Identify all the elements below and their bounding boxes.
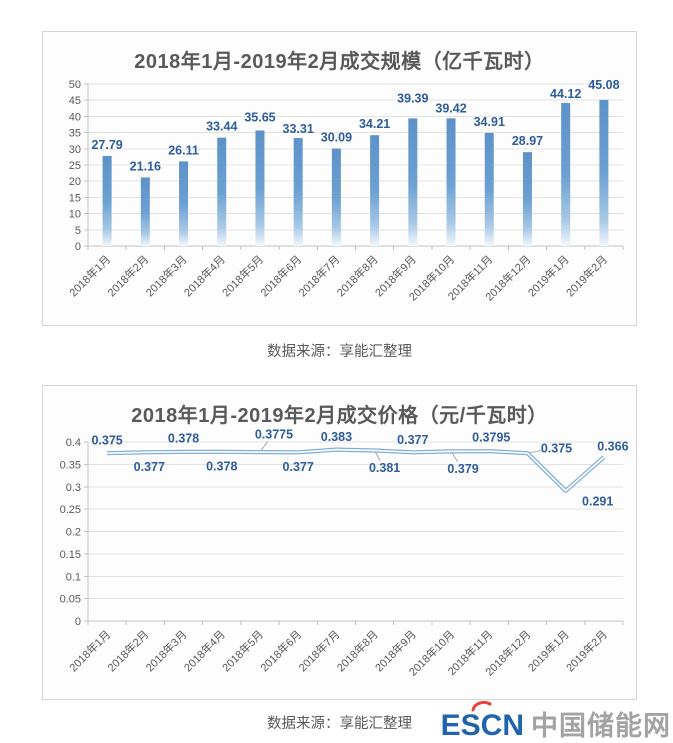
svg-text:0.378: 0.378 [206, 459, 237, 473]
svg-text:34.91: 34.91 [474, 115, 505, 129]
svg-text:0.377: 0.377 [134, 460, 165, 474]
svg-text:0.4: 0.4 [66, 437, 81, 449]
svg-text:0.379: 0.379 [447, 462, 478, 476]
svg-text:33.31: 33.31 [283, 122, 314, 136]
svg-text:0.383: 0.383 [321, 430, 352, 444]
svg-text:0.15: 0.15 [60, 549, 81, 561]
svg-text:39.42: 39.42 [435, 101, 466, 115]
svg-text:45: 45 [69, 95, 81, 107]
price-line-chart: 00.050.10.150.20.250.30.350.42018年1月2018… [60, 428, 629, 679]
escn-logo: ESCN 中国储能网 [440, 701, 671, 743]
svg-text:0.2: 0.2 [66, 527, 81, 539]
svg-text:0.377: 0.377 [283, 460, 314, 474]
svg-text:35: 35 [69, 128, 81, 140]
svg-text:28.97: 28.97 [512, 134, 543, 148]
svg-text:44.12: 44.12 [550, 87, 581, 101]
price-chart-title: 2018年1月-2019年2月成交价格（元/千瓦时） [131, 405, 548, 427]
svg-text:0.366: 0.366 [597, 440, 628, 454]
svg-text:33.44: 33.44 [206, 120, 237, 134]
svg-text:0.25: 0.25 [60, 504, 81, 516]
svg-text:30: 30 [69, 144, 81, 156]
escn-logo-red-swoosh-icon [471, 701, 492, 712]
price-chart-panel: 2018年1月-2019年2月成交价格（元/千瓦时） 0 0.05 0.1 0.15 0… [42, 385, 637, 700]
svg-text:30.09: 30.09 [321, 131, 352, 145]
svg-text:0: 0 [75, 616, 81, 628]
svg-text:0.3775: 0.3775 [255, 428, 293, 442]
svg-text:50: 50 [69, 79, 81, 91]
volume-bar-chart: 051015202530354045502018年1月2018年2月2018年3… [66, 78, 624, 304]
svg-text:5: 5 [75, 225, 81, 237]
svg-text:0: 0 [75, 241, 81, 253]
svg-text:34.21: 34.21 [359, 117, 390, 131]
svg-text:35.65: 35.65 [244, 110, 275, 124]
svg-text:45.08: 45.08 [588, 78, 619, 92]
svg-text:0.377: 0.377 [397, 433, 428, 447]
svg-text:0.3795: 0.3795 [472, 431, 510, 445]
svg-text:39.39: 39.39 [397, 91, 428, 105]
svg-text:21.16: 21.16 [130, 159, 161, 173]
svg-text:2019年2月: 2019年2月 [563, 627, 610, 674]
svg-text:10: 10 [69, 209, 81, 221]
source-note: 数据来源：享能汇整理 [267, 344, 412, 360]
svg-text:25: 25 [69, 160, 81, 172]
svg-text:0.375: 0.375 [541, 442, 572, 456]
svg-text:2019年2月: 2019年2月 [563, 252, 610, 299]
svg-text:27.79: 27.79 [91, 138, 122, 152]
svg-text:0.05: 0.05 [60, 594, 81, 606]
svg-text:0.381: 0.381 [369, 461, 400, 475]
svg-text:20: 20 [69, 176, 81, 188]
escn-logo-text: ESCN [440, 709, 524, 742]
svg-text:0.291: 0.291 [582, 494, 613, 508]
escn-logo-chinese-text: 中国储能网 [531, 711, 671, 741]
svg-text:40: 40 [69, 111, 81, 123]
svg-text:15: 15 [69, 192, 81, 204]
source-note: 数据来源：享能汇整理 [267, 716, 412, 732]
svg-text:0.378: 0.378 [168, 431, 199, 445]
svg-text:0.375: 0.375 [91, 434, 122, 448]
svg-text:0.35: 0.35 [60, 459, 81, 471]
svg-text:26.11: 26.11 [168, 143, 199, 157]
svg-text:0.1: 0.1 [66, 571, 81, 583]
volume-chart-panel: 2018年1月-2019年2月成交规模（亿千瓦时） 0 5 10 15 20 25 30 35… [42, 31, 637, 326]
svg-text:0.3: 0.3 [66, 482, 81, 494]
volume-chart-title: 2018年1月-2019年2月成交规模（亿千瓦时） [134, 51, 545, 73]
